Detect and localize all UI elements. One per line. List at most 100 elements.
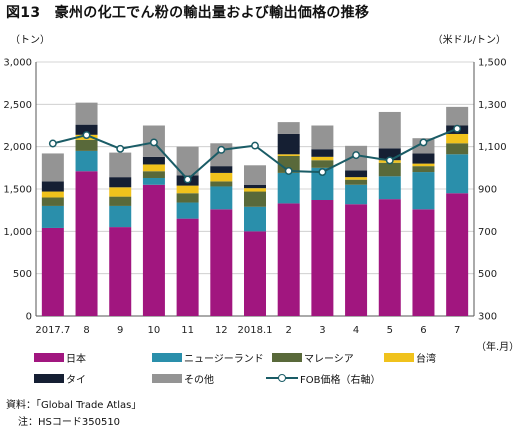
bar-segment-5: [244, 165, 266, 185]
y-axis-tick-label: 2,000: [3, 142, 32, 153]
bar-segment-4: [378, 148, 401, 161]
x-axis-tick-label: 9: [117, 325, 123, 336]
bar-segment-3: [210, 172, 233, 182]
bar-segment-0: [345, 204, 368, 316]
x-axis-tick-label: 7: [454, 325, 460, 336]
x-axis-tick-label: 2017.7: [35, 325, 70, 336]
bar-segment-4: [277, 133, 300, 155]
x-axis-unit: （年.月）: [476, 342, 514, 353]
legend-swatch-taiwan: [384, 352, 414, 362]
right-axis-unit: （米ドル/トン）: [432, 35, 506, 46]
legend-label-japan: 日本: [66, 353, 86, 365]
legend-swatch-new-zealand: [152, 352, 182, 362]
fob-price-point: [385, 156, 394, 165]
circle-marker-icon: [266, 372, 298, 384]
y2-axis-tick-label: 1,100: [478, 142, 507, 153]
bar-segment-4: [311, 149, 334, 157]
legend-item-fob-price: FOB価格（右軸）: [266, 372, 381, 386]
y2-axis-tick-label: 700: [478, 227, 497, 238]
y-axis-tick-label: 3,000: [3, 58, 32, 69]
bar-segment-2: [311, 160, 334, 168]
bar-segment-5: [109, 152, 132, 178]
fob-price-point: [318, 168, 327, 177]
y2-axis-tick-label: 300: [478, 312, 497, 323]
fob-price-point: [251, 141, 259, 150]
left-axis-unit: （トン）: [10, 35, 50, 46]
bar-segment-4: [75, 124, 98, 135]
y-axis-tick-label: 0: [26, 312, 32, 323]
bar-segment-3: [277, 154, 300, 156]
bar-segment-0: [311, 200, 334, 316]
bar-segment-3: [446, 133, 469, 144]
bar-segment-1: [142, 177, 165, 185]
x-axis-tick-label: 2: [286, 325, 292, 336]
y2-axis-tick-label: 1,300: [478, 100, 507, 111]
x-axis-tick-label: 11: [181, 325, 194, 336]
bar-segment-1: [311, 167, 334, 201]
bar-segment-4: [142, 156, 165, 165]
legend-label-malaysia: マレーシア: [304, 353, 354, 365]
bar-segment-2: [176, 193, 199, 203]
fob-price-point: [453, 124, 462, 133]
bar-segment-3: [176, 185, 199, 194]
bar-segment-1: [41, 205, 64, 228]
bar-segment-4: [244, 184, 266, 189]
legend-swatch-japan: [34, 352, 64, 362]
bar-segment-0: [244, 231, 266, 316]
bar-segment-2: [378, 162, 401, 177]
fob-price-point: [284, 167, 293, 175]
y2-axis-tick-label: 900: [478, 185, 497, 196]
legend-swatch-thailand: [34, 373, 64, 383]
x-axis-tick-label: 12: [215, 325, 228, 336]
bar-segment-3: [109, 187, 132, 197]
bar-segment-0: [446, 193, 469, 316]
fob-price-point: [48, 139, 57, 148]
legend-item-taiwan: 台湾: [384, 351, 436, 365]
bar-segment-3: [142, 164, 165, 172]
bar-segment-5: [41, 153, 64, 182]
bar-segment-1: [446, 154, 469, 194]
x-axis-tick-label: 8: [83, 325, 89, 336]
bar-segment-3: [412, 163, 435, 167]
bar-segment-4: [412, 153, 435, 164]
bar-segment-2: [109, 196, 132, 206]
legend-label-fob-price: FOB価格（右軸）: [300, 374, 381, 386]
bar-segment-2: [244, 191, 266, 207]
y2-axis-tick-label: 500: [478, 269, 497, 280]
legend-swatch-other: [152, 373, 182, 383]
bar-segment-3: [244, 188, 266, 192]
x-axis-tick-label: 4: [353, 325, 359, 336]
bar-segment-5: [446, 106, 469, 126]
hs-code-note: 注：HSコード350510: [18, 417, 121, 428]
bar-segment-5: [378, 111, 401, 149]
x-axis-tick-label: 2018.1: [238, 325, 273, 336]
legend-item-malaysia: マレーシア: [272, 351, 354, 365]
bar-segment-4: [345, 170, 368, 178]
bar-segment-1: [277, 172, 300, 204]
y-axis-tick-label: 1,000: [3, 227, 32, 238]
bar-segment-2: [142, 171, 165, 178]
bar-segment-0: [412, 209, 435, 316]
legend-item-thailand: タイ: [34, 372, 86, 386]
bar-segment-4: [109, 177, 132, 188]
bar-segment-0: [210, 209, 233, 316]
bar-segment-1: [378, 176, 401, 200]
bar-segment-0: [142, 184, 165, 316]
bar-segment-2: [75, 139, 98, 151]
bar-segment-0: [378, 199, 401, 316]
legend-item-new-zealand: ニュージーランド: [152, 351, 264, 365]
chart-title: 図13 豪州の化工でん粉の輸出量および輸出価格の推移: [6, 5, 370, 21]
source-note: 資料：「Global Trade Atlas」: [6, 400, 142, 411]
bar-segment-1: [75, 150, 98, 172]
fob-price-point: [217, 145, 226, 154]
bar-segment-1: [210, 186, 233, 210]
legend-label-new-zealand: ニュージーランド: [184, 353, 264, 365]
legend-item-japan: 日本: [34, 351, 86, 365]
x-axis-tick-label: 3: [319, 325, 325, 336]
fob-price-point: [82, 131, 91, 139]
bar-segment-1: [412, 172, 435, 210]
bar-segment-3: [311, 156, 334, 161]
bar-segment-2: [446, 143, 469, 155]
y-axis-tick-label: 2,500: [3, 100, 32, 111]
